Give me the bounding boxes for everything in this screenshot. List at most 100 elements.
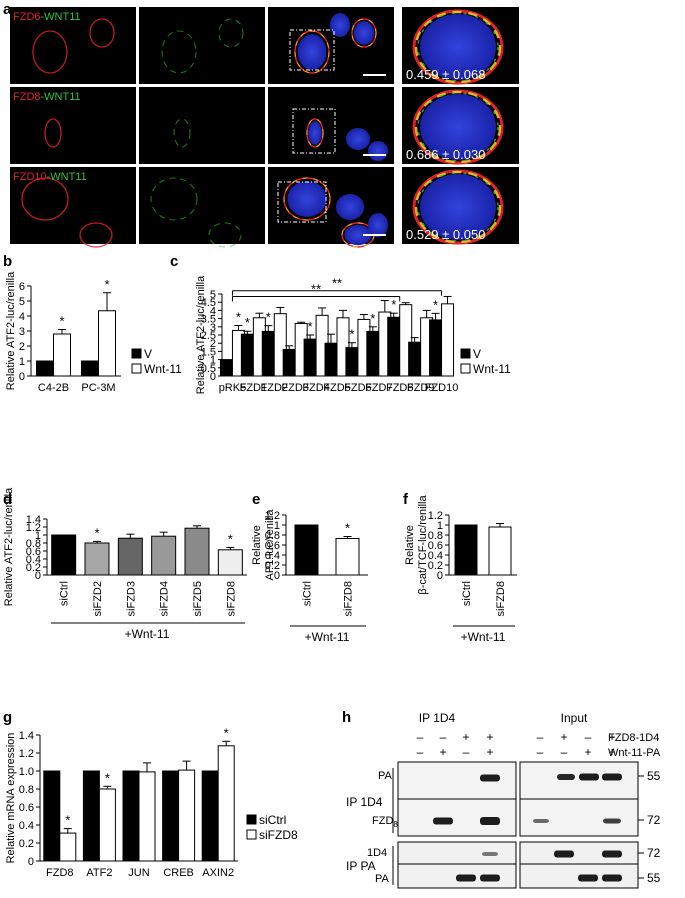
nucleus (368, 141, 388, 161)
category-label: FZD9 (407, 382, 435, 394)
lane-sign: – (417, 745, 424, 759)
bar (178, 769, 196, 862)
lane-sign: – (537, 745, 544, 759)
blot-label-fzd: FZD8 (372, 815, 398, 829)
bar (219, 359, 233, 377)
y-axis-label: Relative (251, 525, 263, 565)
y-tick-label: 0.2 (19, 838, 34, 850)
treatment-label: +Wnt-11 (305, 630, 350, 644)
y-tick-label: 0.8 (428, 530, 443, 542)
bar (345, 347, 359, 377)
band (602, 874, 622, 882)
y-tick-label: 3 (19, 326, 25, 338)
panel-letter-e: e (252, 491, 260, 508)
nucleus (297, 34, 327, 70)
category-label: FZD8 (386, 382, 414, 394)
zoom-yellow-ring (414, 10, 502, 84)
bar (408, 341, 422, 377)
red-cell-outline (89, 18, 115, 48)
channel-label-fzd: FZD8 (13, 91, 41, 103)
category-label: PC-3M (81, 382, 115, 394)
zoom-box (292, 108, 336, 154)
nucleus (346, 128, 370, 150)
legend-label: V (144, 347, 152, 361)
y-tick-label: 1.5 (201, 346, 216, 358)
blot-bands (433, 773, 622, 882)
blot-label-pa-1: PA (378, 770, 393, 782)
band (456, 874, 476, 882)
y-tick-label: 0.4 (428, 550, 443, 562)
legend-swatch (246, 829, 257, 840)
micro-panel-r0-c0 (10, 7, 136, 84)
bar (84, 542, 110, 576)
micro-panel-r0-c1 (139, 7, 265, 84)
blot-label-fzd-main: FZD (372, 815, 393, 827)
zoom-green-ring (417, 12, 499, 82)
category-label: FZD7 (365, 382, 393, 394)
zoom-nucleus (420, 94, 496, 160)
y-tick-label: 2 (19, 341, 25, 353)
channel-label-wnt: -WNT11 (47, 171, 87, 183)
significance-star: * (65, 813, 70, 828)
y-axis-label: Relative ATF2-luc/renilla (5, 271, 17, 390)
significance-star: * (236, 309, 241, 324)
y-tick-label: 0.2 (26, 562, 41, 574)
bar (162, 770, 180, 862)
merged-overlap (294, 30, 330, 74)
y-tick-label: 0.6 (428, 540, 443, 552)
blot-row-label-fzd8: FZD8-1D4 (608, 732, 659, 744)
lane-sign: + (560, 730, 567, 744)
nucleus (336, 194, 364, 220)
green-cell-outline (161, 30, 197, 74)
colocalization-value: 0.686 ± 0.030 (406, 147, 485, 162)
significance-star: * (224, 725, 229, 740)
zoom-green-ring (417, 92, 499, 162)
nucleus (330, 13, 350, 37)
red-cell-outline (44, 118, 62, 148)
panel-letter-g: g (3, 709, 12, 726)
y-tick-label: 0 (210, 371, 216, 383)
category-label: siFZD2 (92, 581, 104, 616)
significance-star: * (104, 277, 109, 292)
legend-swatch (131, 363, 142, 374)
y-tick-label: 1.4 (19, 730, 34, 742)
bar (82, 770, 100, 862)
category-label: CREB (163, 867, 194, 879)
blot-row-label-wnt11: Wnt-11-PA (608, 747, 661, 759)
y-axis-label: Relative mRNA expression (5, 733, 17, 864)
band (554, 850, 574, 858)
bar (217, 549, 243, 576)
band (603, 818, 621, 824)
y-tick-label: 0 (437, 570, 443, 582)
merged-overlap (283, 177, 331, 221)
blot-header-ip: IP 1D4 (419, 711, 456, 725)
zoom-green-ring (417, 172, 499, 242)
band (579, 773, 599, 781)
zoom-nucleus (420, 14, 496, 80)
y-tick-label: 0.8 (26, 538, 41, 550)
y-tick-label: 5 (19, 296, 25, 308)
category-label: ATF2 (86, 867, 112, 879)
bar (122, 770, 140, 862)
bar (151, 535, 177, 576)
lane-sign: + (608, 745, 615, 759)
blot-header-input: Input (561, 711, 588, 725)
y-tick-label: 1 (274, 520, 280, 532)
channel-label-wnt: -WNT11 (41, 11, 81, 23)
category-label: FZD4 (302, 382, 330, 394)
lane-sign: – (463, 745, 470, 759)
y-tick-label: 0.5 (201, 363, 216, 375)
bar (282, 348, 296, 377)
band (482, 852, 498, 856)
chart-d: 00.20.40.60.811.21.4 Relative ATF2-luc/re… (3, 487, 247, 641)
bar (98, 310, 116, 377)
lane-sign: + (462, 730, 469, 744)
bar (184, 527, 210, 576)
micro-panel-r1-c1 (139, 87, 265, 164)
y-axis-label: AP1-luc/renilla (264, 509, 276, 581)
channel-label-fzd: FZD6 (13, 11, 41, 23)
